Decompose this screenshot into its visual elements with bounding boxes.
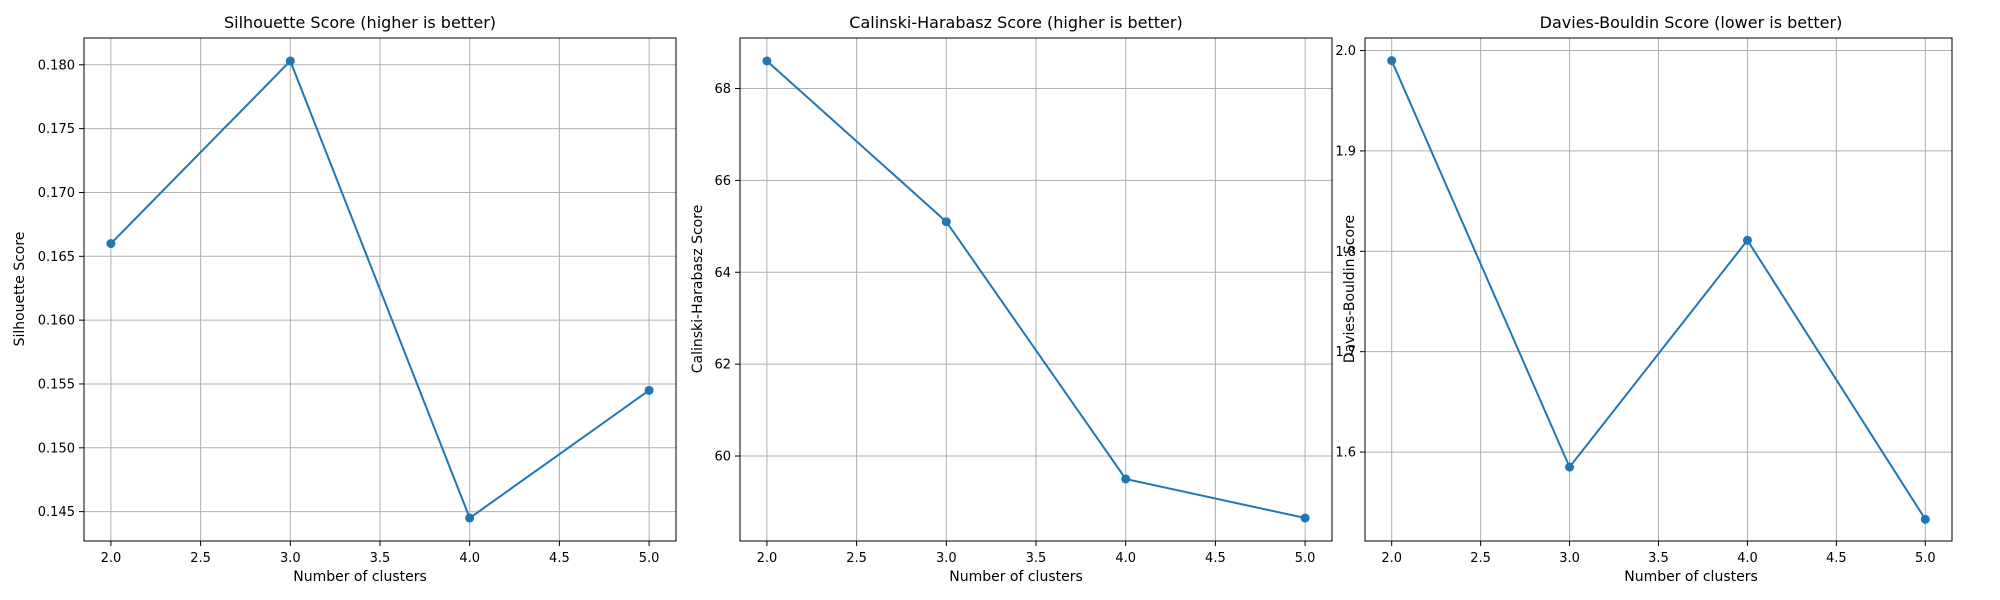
data-point (1121, 474, 1131, 484)
x-tick-label: 4.5 (549, 551, 570, 566)
y-tick-label: 62 (714, 358, 731, 373)
x-axis-label: Number of clusters (1624, 569, 1758, 585)
x-tick-label: 2.0 (101, 551, 122, 566)
x-tick-label: 2.5 (846, 551, 867, 566)
x-tick-label: 4.5 (1205, 551, 1226, 566)
x-tick-label: 4.0 (1115, 551, 1136, 566)
data-point (1742, 235, 1752, 245)
x-tick-label: 3.0 (936, 551, 957, 566)
x-axis-label: Number of clusters (293, 569, 427, 585)
y-tick-label: 1.8 (1335, 245, 1356, 260)
y-tick-label: 1.9 (1335, 144, 1356, 159)
y-tick-label: 0.180 (38, 58, 75, 73)
data-point (465, 513, 475, 523)
data-point (941, 217, 951, 227)
series-line (766, 60, 1306, 520)
x-tick-label: 4.0 (459, 551, 480, 566)
y-tick-label: 1.6 (1335, 446, 1356, 461)
chart-title: Davies-Bouldin Score (lower is better) (1540, 13, 1843, 32)
y-tick-label: 2.0 (1335, 44, 1356, 59)
data-point (1920, 514, 1930, 524)
x-tick-label: 2.5 (190, 551, 211, 566)
y-axis-label: Calinski-Harabasz Score (690, 205, 706, 374)
y-axis-label: Silhouette Score (12, 232, 28, 347)
series-line (110, 59, 650, 520)
y-tick-label: 66 (714, 174, 731, 189)
x-tick-label: 5.0 (1295, 551, 1316, 566)
data-point (1300, 513, 1310, 523)
y-tick-label: 64 (714, 266, 731, 281)
davies-bouldin-chart: Davies-Bouldin Score (lower is better) N… (1335, 13, 1953, 585)
y-tick-label: 0.150 (38, 441, 75, 456)
x-axis-label: Number of clusters (949, 569, 1083, 585)
y-tick-label: 0.170 (38, 186, 75, 201)
axes-frame (83, 37, 677, 542)
x-tick-label: 3.5 (1648, 551, 1669, 566)
axes-frame (1364, 37, 1953, 542)
grid (84, 38, 676, 541)
y-tick-label: 68 (714, 82, 731, 97)
data-point (285, 56, 295, 66)
x-tick-label: 2.0 (757, 551, 778, 566)
x-tick-label: 5.0 (639, 551, 660, 566)
x-tick-label: 3.5 (1026, 551, 1047, 566)
y-tick-label: 0.145 (38, 505, 75, 520)
y-tick-label: 0.175 (38, 122, 75, 137)
x-tick-label: 5.0 (1915, 551, 1936, 566)
y-tick-label: 0.155 (38, 377, 75, 392)
x-tick-label: 3.5 (370, 551, 391, 566)
y-tick-label: 1.7 (1335, 345, 1356, 360)
x-tick-label: 3.0 (1559, 551, 1580, 566)
x-tick-label: 4.0 (1737, 551, 1758, 566)
calinski-harabasz-chart: Calinski-Harabasz Score (higher is bette… (690, 13, 1333, 585)
grid (740, 38, 1332, 541)
y-tick-label: 0.165 (38, 250, 75, 265)
silhouette-chart: Silhouette Score (higher is better) Numb… (12, 13, 677, 585)
series-line (1390, 60, 1927, 520)
x-tick-label: 3.0 (280, 551, 301, 566)
grid (1365, 38, 1952, 541)
x-tick-label: 2.5 (1470, 551, 1491, 566)
y-tick-label: 0.160 (38, 314, 75, 329)
x-tick-label: 2.0 (1381, 551, 1402, 566)
data-point (1387, 56, 1397, 66)
data-point (644, 385, 654, 395)
data-point (762, 56, 772, 66)
data-point (106, 239, 116, 249)
y-axis-label: Davies-Bouldin Score (1342, 215, 1358, 363)
axes-frame (739, 37, 1333, 542)
chart-title: Silhouette Score (higher is better) (224, 13, 496, 32)
data-point (1565, 462, 1575, 472)
y-tick-label: 60 (714, 450, 731, 465)
x-tick-label: 4.5 (1826, 551, 1847, 566)
chart-title: Calinski-Harabasz Score (higher is bette… (849, 13, 1182, 32)
